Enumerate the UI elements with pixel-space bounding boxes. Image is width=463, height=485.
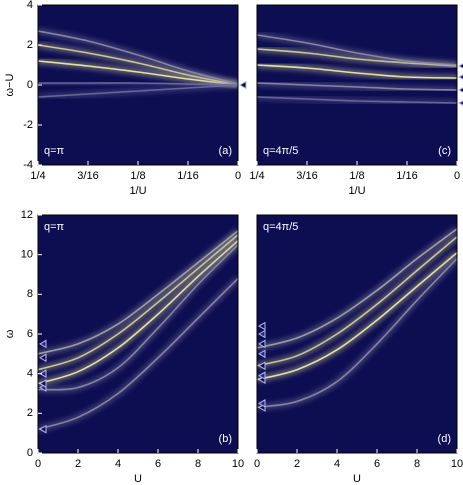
x-axis-label: U (353, 473, 361, 485)
panel-label: (a) (219, 145, 232, 157)
triangle-marker (458, 63, 463, 69)
x-tick-label: 0 (35, 458, 41, 470)
panel: 0 2 4 6 8 10 Uq=4π/5 (d) (254, 214, 463, 485)
x-axis-label: U (134, 473, 142, 485)
x-tick-label: 2 (75, 458, 81, 470)
triangle-marker (39, 379, 47, 388)
x-tick-label: 1/8 (349, 170, 364, 182)
panel: 1/4 3/16 1/8 1/16 0 -4 -2 0 2 4 1/U ω−U q=π (a) (4, 0, 247, 197)
curve (38, 84, 238, 98)
x-tick-label: 1/16 (177, 170, 198, 182)
curve (257, 34, 457, 66)
panel-label: (b) (219, 433, 232, 445)
annotation: q=4π/5 (263, 145, 298, 157)
x-tick-label: 10 (451, 458, 463, 470)
triangle-marker (458, 74, 463, 80)
x-axis-label: 1/U (129, 185, 146, 197)
curve (38, 240, 238, 385)
triangle-marker (39, 353, 47, 363)
x-tick-label: 3/16 (77, 170, 98, 182)
x-tick-label: 1/4 (249, 170, 264, 182)
triangle-marker (39, 369, 47, 379)
plot-area (257, 31, 457, 107)
plot-frame (256, 214, 458, 454)
y-axis-label: ω (4, 329, 16, 338)
curve (257, 252, 457, 381)
panel: 0 2 4 6 8 10 0 2 4 6 8 10 12 Uω q=π (b) (4, 209, 244, 485)
panel-label: (d) (438, 433, 451, 445)
triangle-marker (39, 424, 47, 434)
annotation: q=π (44, 145, 65, 157)
triangle-marker (258, 329, 266, 339)
y-tick-label: 2 (27, 407, 33, 419)
curve (38, 230, 238, 355)
triangle-marker (258, 339, 266, 349)
x-tick-label: 0 (254, 458, 260, 470)
curve (257, 64, 457, 79)
y-tick-label: -4 (23, 159, 33, 171)
annotation: q=π (44, 221, 65, 233)
triangle-marker (458, 87, 463, 93)
curve (38, 277, 238, 430)
plot-area (257, 226, 457, 411)
y-tick-label: 10 (21, 249, 33, 261)
x-tick-label: 10 (232, 458, 244, 470)
x-tick-label: 0 (454, 170, 460, 182)
annotation: q=4π/5 (263, 221, 298, 233)
x-tick-label: 6 (374, 458, 380, 470)
x-tick-label: 1/8 (130, 170, 145, 182)
triangle-marker (258, 399, 266, 408)
x-tick-label: 2 (294, 458, 300, 470)
plot-area (38, 27, 238, 101)
y-tick-label: 4 (27, 368, 33, 380)
y-tick-label: -2 (23, 119, 33, 131)
x-tick-label: 3/16 (296, 170, 317, 182)
x-tick-label: 6 (155, 458, 161, 470)
y-tick-label: 0 (27, 447, 33, 459)
x-tick-label: 8 (414, 458, 420, 470)
y-tick-label: 2 (27, 39, 33, 51)
triangle-marker (258, 321, 266, 331)
curve (257, 228, 457, 349)
x-tick-label: 1/4 (30, 170, 45, 182)
x-tick-label: 0 (235, 170, 241, 182)
triangle-marker (239, 80, 247, 90)
y-tick-label: 6 (27, 328, 33, 340)
curve (257, 236, 457, 367)
y-tick-label: 4 (27, 0, 33, 11)
triangle-marker (39, 339, 47, 349)
x-tick-label: 4 (115, 458, 121, 470)
y-axis-label: ω−U (4, 73, 16, 96)
x-axis-label: 1/U (348, 185, 365, 197)
triangle-marker (258, 371, 266, 381)
y-tick-label: 8 (27, 288, 33, 300)
plot-area (38, 228, 238, 433)
triangle-marker (258, 349, 266, 359)
curve (257, 96, 457, 104)
curve (38, 30, 238, 85)
curve (38, 234, 238, 371)
x-tick-label: 4 (334, 458, 340, 470)
curve (257, 258, 457, 409)
triangle-marker (458, 100, 463, 106)
x-tick-label: 8 (195, 458, 201, 470)
curve (38, 244, 238, 391)
y-tick-label: 0 (27, 79, 33, 91)
panel-label: (c) (438, 145, 451, 157)
triangle-marker (258, 361, 266, 371)
curve (257, 82, 457, 91)
panel: 1/4 3/16 1/8 1/16 0 1/U q=4π/5 (c) (249, 4, 463, 197)
x-tick-label: 1/16 (396, 170, 417, 182)
y-tick-label: 12 (21, 209, 33, 221)
